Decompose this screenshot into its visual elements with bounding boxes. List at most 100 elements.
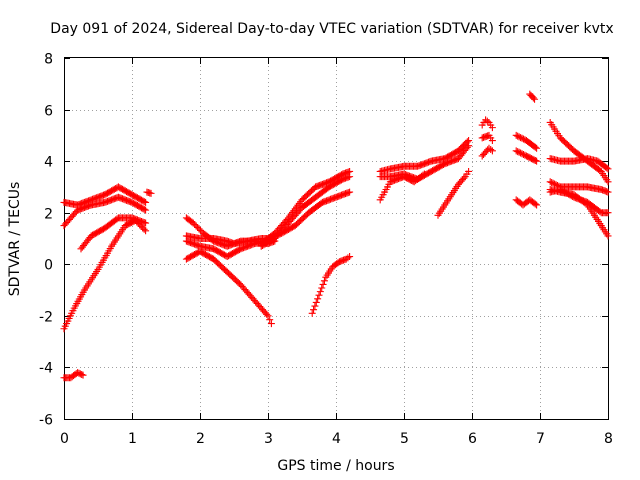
data-point — [463, 143, 471, 151]
data-point — [488, 124, 496, 132]
x-tick-label: 0 — [60, 431, 69, 447]
data-point — [142, 206, 150, 214]
data-point — [604, 178, 612, 186]
series-arc-05 — [60, 369, 87, 382]
x-tick-label: 3 — [264, 431, 273, 447]
series-arc-17 — [376, 170, 428, 204]
data-point — [483, 117, 491, 125]
data-point — [266, 316, 274, 324]
data-point — [512, 147, 520, 155]
data-point — [533, 201, 541, 209]
data-point — [465, 167, 473, 175]
x-tick-label: 8 — [604, 431, 613, 447]
data-point — [320, 277, 328, 285]
y-tick-label: 6 — [44, 104, 53, 120]
data-point — [314, 295, 322, 303]
data-point — [315, 291, 323, 299]
data-point — [419, 171, 427, 179]
series-arc-10 — [182, 247, 275, 328]
data-point — [531, 143, 539, 151]
data-point — [531, 156, 539, 164]
y-tick-label: 2 — [44, 207, 53, 223]
data-point — [514, 132, 522, 140]
series-arc-18 — [434, 167, 473, 219]
data-point — [316, 288, 324, 296]
series-arc-06 — [143, 188, 155, 197]
data-point — [136, 221, 144, 229]
x-tick-label: 2 — [196, 431, 205, 447]
series-arc-22 — [512, 131, 541, 152]
data-point — [133, 218, 141, 226]
data-point — [548, 179, 556, 187]
y-tick-label: 0 — [44, 258, 53, 274]
data-point — [531, 200, 539, 208]
data-point — [549, 179, 557, 187]
y-axis-label: SDTVAR / TECUs — [7, 182, 23, 297]
y-tick-label: -2 — [39, 310, 53, 326]
data-point — [552, 181, 560, 189]
data-point — [78, 371, 86, 379]
y-tick-label: -4 — [39, 361, 53, 377]
data-point — [318, 284, 326, 292]
data-point — [518, 150, 526, 158]
data-point — [140, 198, 148, 206]
x-tick-label: 7 — [536, 431, 545, 447]
data-point — [346, 253, 354, 261]
data-point — [140, 205, 148, 213]
series-arc-21 — [478, 144, 496, 160]
data-point — [604, 165, 612, 173]
data-point — [344, 254, 352, 262]
data-point — [142, 227, 150, 235]
data-point — [267, 320, 275, 328]
series-arc-24 — [512, 196, 541, 209]
data-point — [147, 189, 155, 197]
series-arc-04 — [60, 216, 150, 333]
data-point — [604, 188, 612, 196]
data-point — [310, 306, 318, 314]
data-point — [139, 224, 147, 232]
data-point — [79, 371, 87, 379]
data-point — [517, 149, 525, 157]
grid — [64, 58, 608, 419]
data-point — [488, 137, 496, 145]
series-arc-01 — [60, 183, 150, 209]
data-point — [465, 142, 473, 150]
data-point — [531, 95, 539, 103]
data-point — [519, 151, 527, 159]
series-arc-26 — [546, 118, 612, 186]
series-arc-14 — [308, 253, 354, 317]
series-arc-28 — [546, 178, 612, 196]
data-point — [488, 147, 496, 155]
series-arc-23 — [512, 147, 541, 165]
axis-ticks: 0 1 2 3 4 5 6 7 8 -6 -4 -2 0 2 4 6 8 — [39, 52, 613, 448]
series-arc-15 — [376, 137, 473, 175]
series-arc-02 — [60, 193, 150, 230]
data-point — [604, 209, 612, 217]
data-point — [311, 302, 319, 310]
data-point — [189, 219, 197, 227]
data-point — [603, 164, 611, 172]
data-point — [533, 157, 541, 165]
data-point — [517, 134, 525, 142]
series-arc-20 — [478, 131, 496, 145]
y-tick-label: -6 — [39, 413, 53, 429]
series-arc-25 — [526, 90, 539, 103]
data-point — [519, 135, 527, 143]
x-tick-label: 6 — [468, 431, 477, 447]
x-tick-label: 4 — [332, 431, 341, 447]
data-point — [134, 219, 142, 227]
data-point — [191, 221, 199, 229]
y-tick-label: 8 — [44, 52, 53, 68]
data-point — [308, 309, 316, 317]
x-axis-label: GPS time / hours — [277, 458, 394, 474]
data-point — [460, 174, 468, 182]
data-point — [487, 146, 495, 154]
data-point — [533, 144, 541, 152]
series-arc-27 — [546, 155, 612, 173]
data-point — [192, 222, 200, 230]
x-tick-label: 1 — [128, 431, 137, 447]
data-point — [195, 225, 203, 233]
data-point — [196, 226, 204, 234]
data-point — [529, 94, 537, 102]
